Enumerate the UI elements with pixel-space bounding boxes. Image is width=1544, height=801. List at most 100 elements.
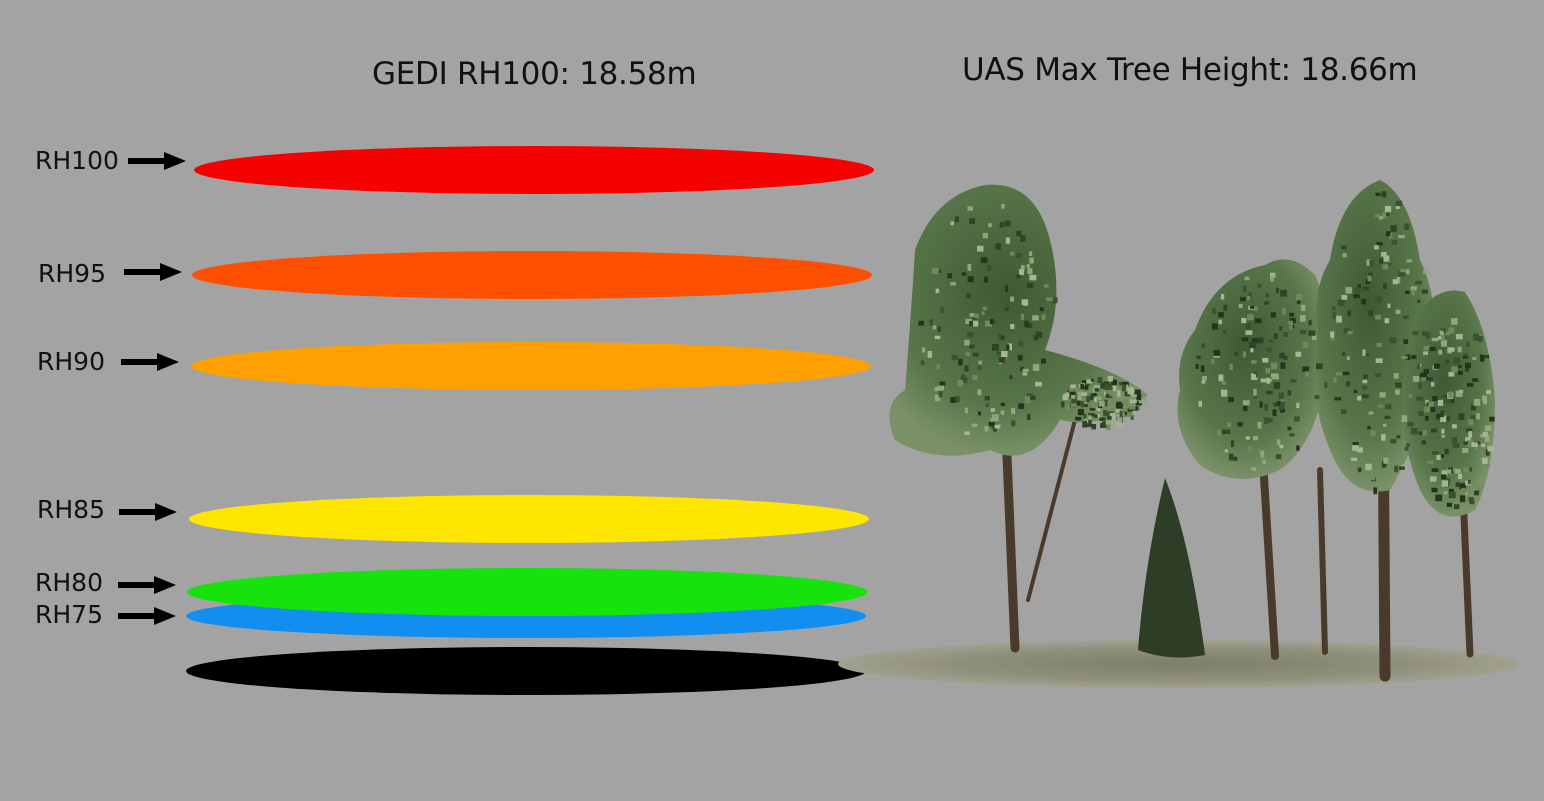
foliage-point xyxy=(1195,364,1199,369)
foliage-point xyxy=(1368,474,1376,481)
foliage-point xyxy=(1381,252,1387,257)
foliage-point xyxy=(1009,251,1015,256)
foliage-point xyxy=(1122,407,1130,412)
foliage-point xyxy=(1032,315,1039,321)
foliage-point xyxy=(1473,333,1479,341)
foliage-point xyxy=(1115,408,1120,413)
foliage-point xyxy=(1486,390,1491,395)
foliage-point xyxy=(1289,323,1293,330)
foliage-point xyxy=(980,257,988,263)
foliage-point xyxy=(1437,399,1444,406)
foliage-point xyxy=(1243,464,1250,468)
foliage-point xyxy=(1296,436,1301,440)
foliage-point xyxy=(1474,490,1480,496)
foliage-point xyxy=(973,320,979,327)
foliage-point xyxy=(1432,451,1439,455)
foliage-point xyxy=(1375,192,1381,197)
foliage-point xyxy=(1381,460,1387,468)
foliage-point xyxy=(996,351,1002,356)
foliage-point xyxy=(1472,378,1479,382)
foliage-point xyxy=(1065,404,1070,411)
foliage-point xyxy=(1299,315,1306,322)
foliage-point xyxy=(1090,378,1094,382)
foliage-point xyxy=(1384,415,1391,419)
foliage-point xyxy=(1451,366,1458,373)
foliage-point xyxy=(1368,272,1373,277)
foliage-point xyxy=(1411,355,1417,359)
foliage-point xyxy=(1265,347,1272,352)
foliage-point xyxy=(1466,341,1470,348)
foliage-point xyxy=(1411,289,1415,296)
foliage-point xyxy=(1484,435,1490,443)
rh90-label: RH90 xyxy=(37,347,105,376)
foliage-point xyxy=(1090,399,1095,403)
foliage-point xyxy=(1452,442,1460,448)
foliage-point xyxy=(1485,464,1490,468)
foliage-point xyxy=(957,379,964,387)
foliage-point xyxy=(1451,436,1458,443)
foliage-point xyxy=(1125,412,1129,416)
foliage-point xyxy=(999,222,1004,228)
foliage-point xyxy=(1362,379,1368,384)
foliage-point xyxy=(1033,335,1039,341)
foliage-point xyxy=(1376,241,1383,246)
foliage-point xyxy=(1228,453,1234,461)
foliage-point xyxy=(964,339,970,346)
foliage-point xyxy=(931,267,939,275)
foliage-point xyxy=(1441,474,1447,480)
foliage-point xyxy=(1027,413,1031,421)
foliage-point xyxy=(1007,343,1013,351)
foliage-point xyxy=(974,313,980,319)
foliage-point xyxy=(1097,389,1104,397)
foliage-point xyxy=(1088,413,1095,417)
foliage-point xyxy=(1224,449,1228,453)
foliage-point xyxy=(987,265,992,272)
arrow-rh100-icon xyxy=(128,152,186,170)
foliage-point xyxy=(1414,280,1422,285)
foliage-point xyxy=(1270,272,1276,278)
foliage-point xyxy=(1469,499,1475,505)
foliage-point xyxy=(1350,457,1358,462)
foliage-point xyxy=(1262,357,1269,363)
foliage-point xyxy=(1316,363,1323,370)
rh85-label: RH85 xyxy=(37,495,105,524)
foliage-point xyxy=(1113,385,1117,392)
foliage-point xyxy=(1026,323,1033,328)
foliage-point xyxy=(1238,304,1243,308)
foliage-point xyxy=(1018,403,1025,409)
foliage-point xyxy=(1485,449,1490,456)
foliage-point xyxy=(1257,448,1262,452)
rh80-label: RH80 xyxy=(35,568,103,597)
foliage-point xyxy=(1278,406,1284,410)
foliage-point xyxy=(1448,347,1455,352)
foliage-point xyxy=(1247,314,1254,321)
foliage-point xyxy=(1445,359,1449,364)
foliage-point xyxy=(1129,399,1137,404)
foliage-point xyxy=(961,272,967,276)
foliage-point xyxy=(1368,411,1374,415)
foliage-point xyxy=(1015,253,1023,258)
foliage-point xyxy=(1458,413,1465,420)
foliage-point xyxy=(1253,436,1259,441)
foliage-point xyxy=(1405,290,1410,294)
foliage-point xyxy=(1297,300,1301,304)
foliage-point xyxy=(1340,409,1347,415)
foliage-point xyxy=(1478,336,1483,343)
foliage-point xyxy=(1445,416,1450,422)
foliage-point xyxy=(1243,405,1248,411)
foliage-point xyxy=(955,395,960,403)
foliage-point xyxy=(1264,403,1269,411)
foliage-point xyxy=(1454,504,1460,510)
foliage-point xyxy=(1044,284,1049,288)
foliage-point xyxy=(1116,417,1123,423)
foliage-point xyxy=(1305,371,1310,377)
foliage-point xyxy=(1354,287,1361,294)
foliage-point xyxy=(1241,317,1247,324)
foliage-point xyxy=(1247,295,1251,300)
foliage-point xyxy=(1453,357,1461,364)
foliage-point xyxy=(1450,396,1454,403)
foliage-point xyxy=(1463,441,1468,445)
foliage-point xyxy=(1121,384,1127,392)
foliage-point xyxy=(1096,396,1102,400)
foliage-point xyxy=(1260,450,1265,458)
